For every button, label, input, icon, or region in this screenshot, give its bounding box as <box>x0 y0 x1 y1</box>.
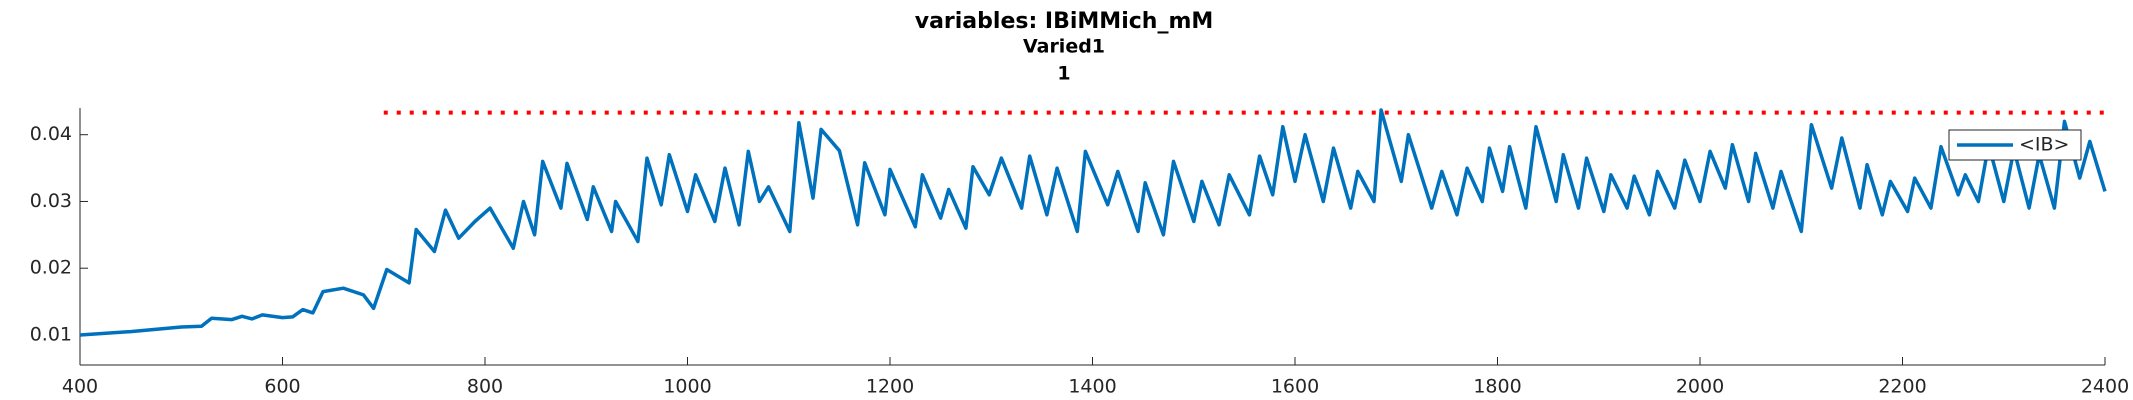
chart-subtitle: 1 <box>1057 63 1070 85</box>
y-tick-label: 0.03 <box>30 190 72 212</box>
x-tick-label: 800 <box>467 376 503 398</box>
x-tick-label: 1200 <box>866 376 914 398</box>
x-tick-label: 1600 <box>1271 376 1319 398</box>
legend-label: <IB> <box>2019 134 2069 156</box>
x-tick-label: 1400 <box>1068 376 1116 398</box>
x-tick-label: 600 <box>264 376 300 398</box>
x-tick-label: 2200 <box>1878 376 1926 398</box>
x-tick-label: 1000 <box>663 376 711 398</box>
x-tick-label: 400 <box>62 376 98 398</box>
y-tick-label: 0.04 <box>30 123 72 145</box>
x-tick-label: 2400 <box>2081 376 2129 398</box>
x-tick-label: 1800 <box>1473 376 1521 398</box>
chart-subtitle: Varied1 <box>1023 36 1105 58</box>
y-tick-label: 0.01 <box>30 323 72 345</box>
y-tick-label: 0.02 <box>30 257 72 279</box>
data-line <box>79 108 2107 337</box>
x-tick-label: 2000 <box>1676 376 1724 398</box>
chart-title: variables: IBiMMich_mM <box>915 9 1214 34</box>
